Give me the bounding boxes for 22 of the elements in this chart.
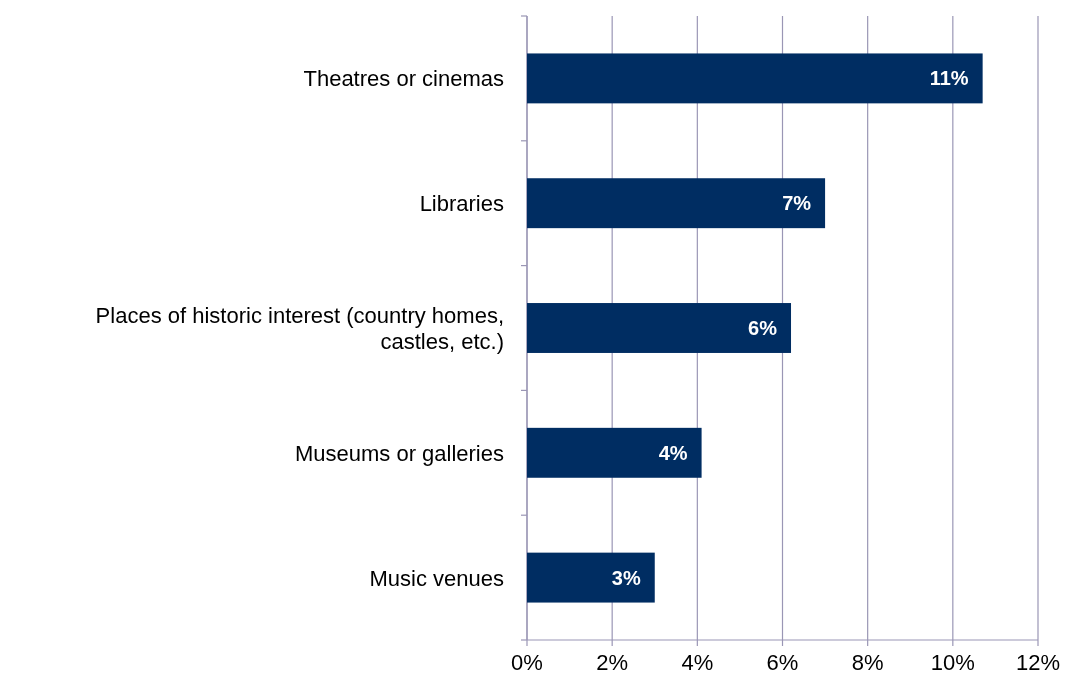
y-tick-label: Places of historic interest (country homes, castles, etc.) [95,303,504,354]
y-tick-label: Music venues [369,565,504,591]
bar [527,427,702,478]
bar [527,178,826,229]
data-label: 4% [658,441,688,464]
x-tick-label: 12% [1015,650,1061,675]
x-tick-label: 8% [851,650,884,675]
x-tick-label: 0% [511,650,543,675]
y-tick-label: Theatres or cinemas [303,66,504,92]
y-tick-label: Libraries [419,191,504,217]
data-label: 7% [782,192,812,215]
bar [527,303,792,353]
bar [527,552,655,603]
data-label: 6% [748,317,778,339]
x-tick-label: 4% [681,650,714,675]
x-tick-label: 10% [930,650,975,675]
x-tick-label: 2% [596,650,629,675]
data-label: 3% [611,566,641,589]
bar [527,53,983,104]
y-tick-label: Museums or galleries [294,440,504,466]
data-label: 11% [929,67,969,90]
x-tick-label: 6% [766,650,799,675]
